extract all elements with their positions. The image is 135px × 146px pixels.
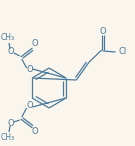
Text: O: O [26,101,33,111]
Text: O: O [8,119,14,127]
Text: O: O [31,40,38,48]
Text: O: O [99,27,106,35]
Text: CH₃: CH₃ [1,133,15,142]
Text: O: O [8,47,14,57]
Text: Cl: Cl [118,47,126,57]
Text: CH₃: CH₃ [1,33,15,41]
Text: O: O [31,127,38,137]
Text: O: O [26,66,33,74]
